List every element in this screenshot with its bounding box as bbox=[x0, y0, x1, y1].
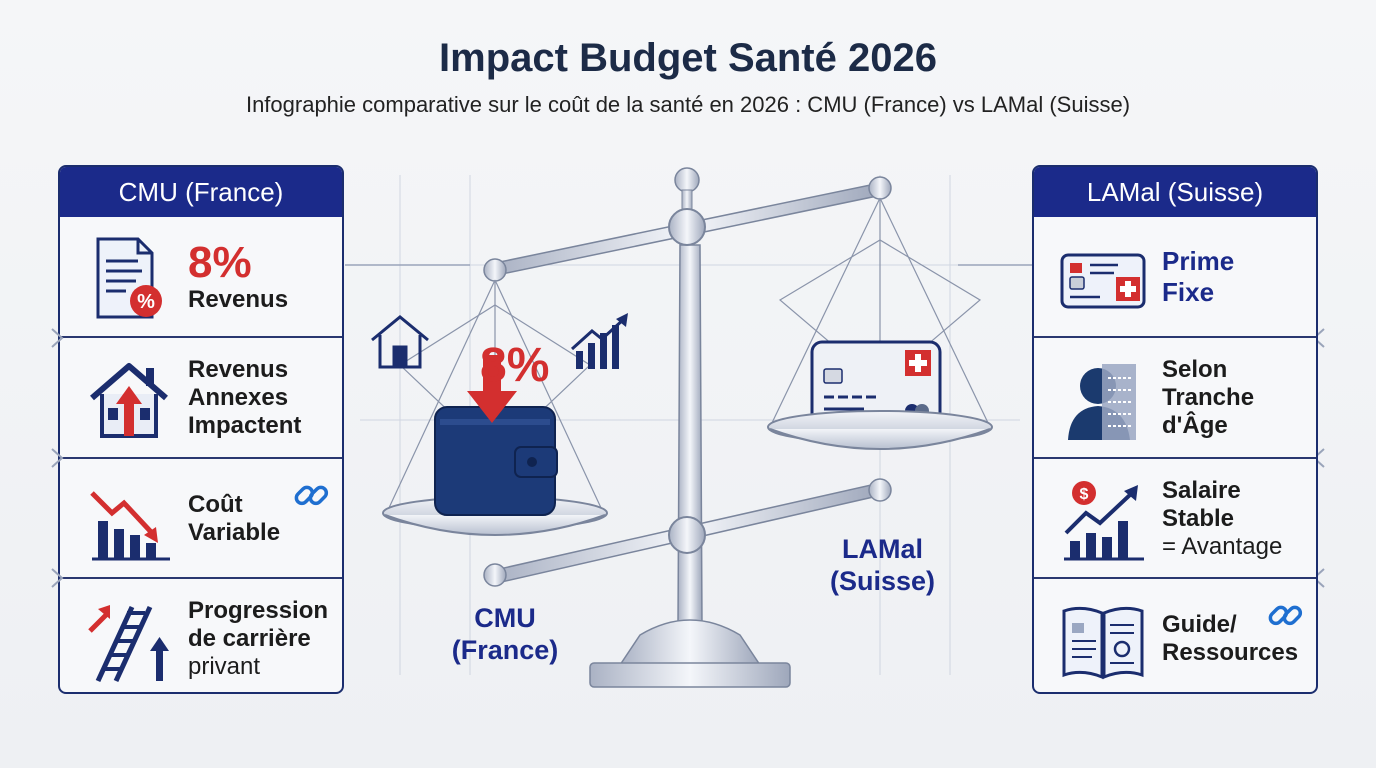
document-percent-icon: % bbox=[96, 237, 162, 319]
swiss-card-icon bbox=[1060, 253, 1146, 309]
lamal-panel: LAMal (Suisse) Prime Fixe bbox=[1032, 165, 1318, 694]
cmu-rate-value: 8% bbox=[188, 237, 252, 287]
house-arrow-up-icon bbox=[90, 363, 168, 438]
chevron-right-icon bbox=[51, 328, 64, 348]
cmu-panel: CMU (France) % 8% Revenus Revenu bbox=[58, 165, 344, 694]
lamal-salaire-line3: = Avantage bbox=[1162, 532, 1283, 560]
cmu-cout-line2: Variable bbox=[188, 518, 281, 546]
cmu-annexes-line1: Revenus bbox=[188, 355, 289, 383]
lamal-row-prime-fixe: Prime Fixe bbox=[1034, 217, 1316, 336]
lamal-prime-line1: Prime bbox=[1162, 245, 1235, 276]
cmu-rate-label: Revenus bbox=[188, 285, 289, 313]
chevron-right-icon bbox=[51, 568, 64, 588]
lamal-panel-header: LAMal (Suisse) bbox=[1034, 167, 1316, 217]
page-title: Impact Budget Santé 2026 bbox=[439, 36, 937, 80]
scale-pillar bbox=[677, 244, 703, 626]
scale-pivot bbox=[668, 208, 706, 246]
open-book-icon bbox=[1062, 606, 1144, 680]
lamal-row-salaire-stable: $ Salaire Stable = Avantage bbox=[1034, 457, 1316, 576]
cmu-annexes-line2: Annexes bbox=[188, 383, 289, 411]
scale-label-lamal-line2: (Suisse) bbox=[829, 566, 936, 596]
svg-text:%: % bbox=[137, 291, 155, 313]
chart-down-icon bbox=[90, 491, 170, 561]
cmu-row-revenus-annexes: Revenus Annexes Impactent bbox=[60, 336, 342, 455]
scale-label-cmu: CMU (France) bbox=[445, 602, 565, 666]
growth-chart-icon bbox=[570, 313, 628, 369]
lamal-salaire-line2: Stable bbox=[1162, 504, 1235, 532]
cmu-progression-line2: de carrière bbox=[188, 624, 311, 652]
scale-label-cmu-line2: (France) bbox=[451, 635, 559, 665]
scale-label-lamal: LAMal (Suisse) bbox=[815, 533, 950, 597]
cmu-panel-header: CMU (France) bbox=[60, 167, 342, 217]
cmu-row-cout-variable: Coût Variable bbox=[60, 457, 342, 576]
lamal-age-line3: d'Âge bbox=[1162, 411, 1228, 439]
lamal-prime-line2: Fixe bbox=[1162, 276, 1215, 307]
link-icon[interactable] bbox=[292, 477, 330, 515]
lamal-row-guide: Guide/ Ressources bbox=[1034, 577, 1316, 692]
cmu-annexes-line3: Impactent bbox=[188, 411, 302, 439]
page-subtitle: Infographie comparative sur le coût de l… bbox=[245, 92, 1131, 117]
lamal-age-line1: Selon bbox=[1162, 355, 1228, 383]
scale-knob bbox=[674, 167, 700, 193]
lamal-guide-line1: Guide/ bbox=[1162, 610, 1237, 638]
lamal-age-line2: Tranche bbox=[1162, 383, 1255, 411]
lamal-salaire-line1: Salaire bbox=[1162, 476, 1241, 504]
cmu-progression-line1: Progression bbox=[188, 596, 329, 624]
svg-text:$: $ bbox=[1080, 486, 1089, 503]
cmu-cout-line1: Coût bbox=[188, 490, 243, 518]
wallet-icon bbox=[434, 406, 558, 516]
cmu-progression-line3: privant bbox=[188, 652, 261, 680]
balance-scale-illustration bbox=[345, 167, 1032, 688]
cmu-pan-percent: 8% bbox=[480, 339, 550, 392]
scale-base bbox=[618, 619, 762, 666]
cmu-row-progression: Progression de carrière privant bbox=[60, 577, 342, 692]
link-icon[interactable] bbox=[1266, 597, 1304, 635]
scale-label-cmu-line1: CMU bbox=[474, 603, 536, 633]
scale-foot bbox=[589, 662, 791, 688]
scale-label-lamal-line1: LAMal bbox=[842, 534, 923, 564]
chevron-right-icon bbox=[51, 448, 64, 468]
lamal-row-tranche-age: Selon Tranche d'Âge bbox=[1034, 336, 1316, 455]
lamal-guide-line2: Ressources bbox=[1162, 638, 1299, 666]
house-icon bbox=[371, 315, 429, 369]
cmu-row-revenus: % 8% Revenus bbox=[60, 217, 342, 336]
ladder-arrow-icon bbox=[88, 605, 169, 683]
aging-profile-icon bbox=[1068, 364, 1136, 440]
salary-growth-icon: $ bbox=[1064, 481, 1144, 561]
down-arrow-icon bbox=[467, 355, 517, 423]
